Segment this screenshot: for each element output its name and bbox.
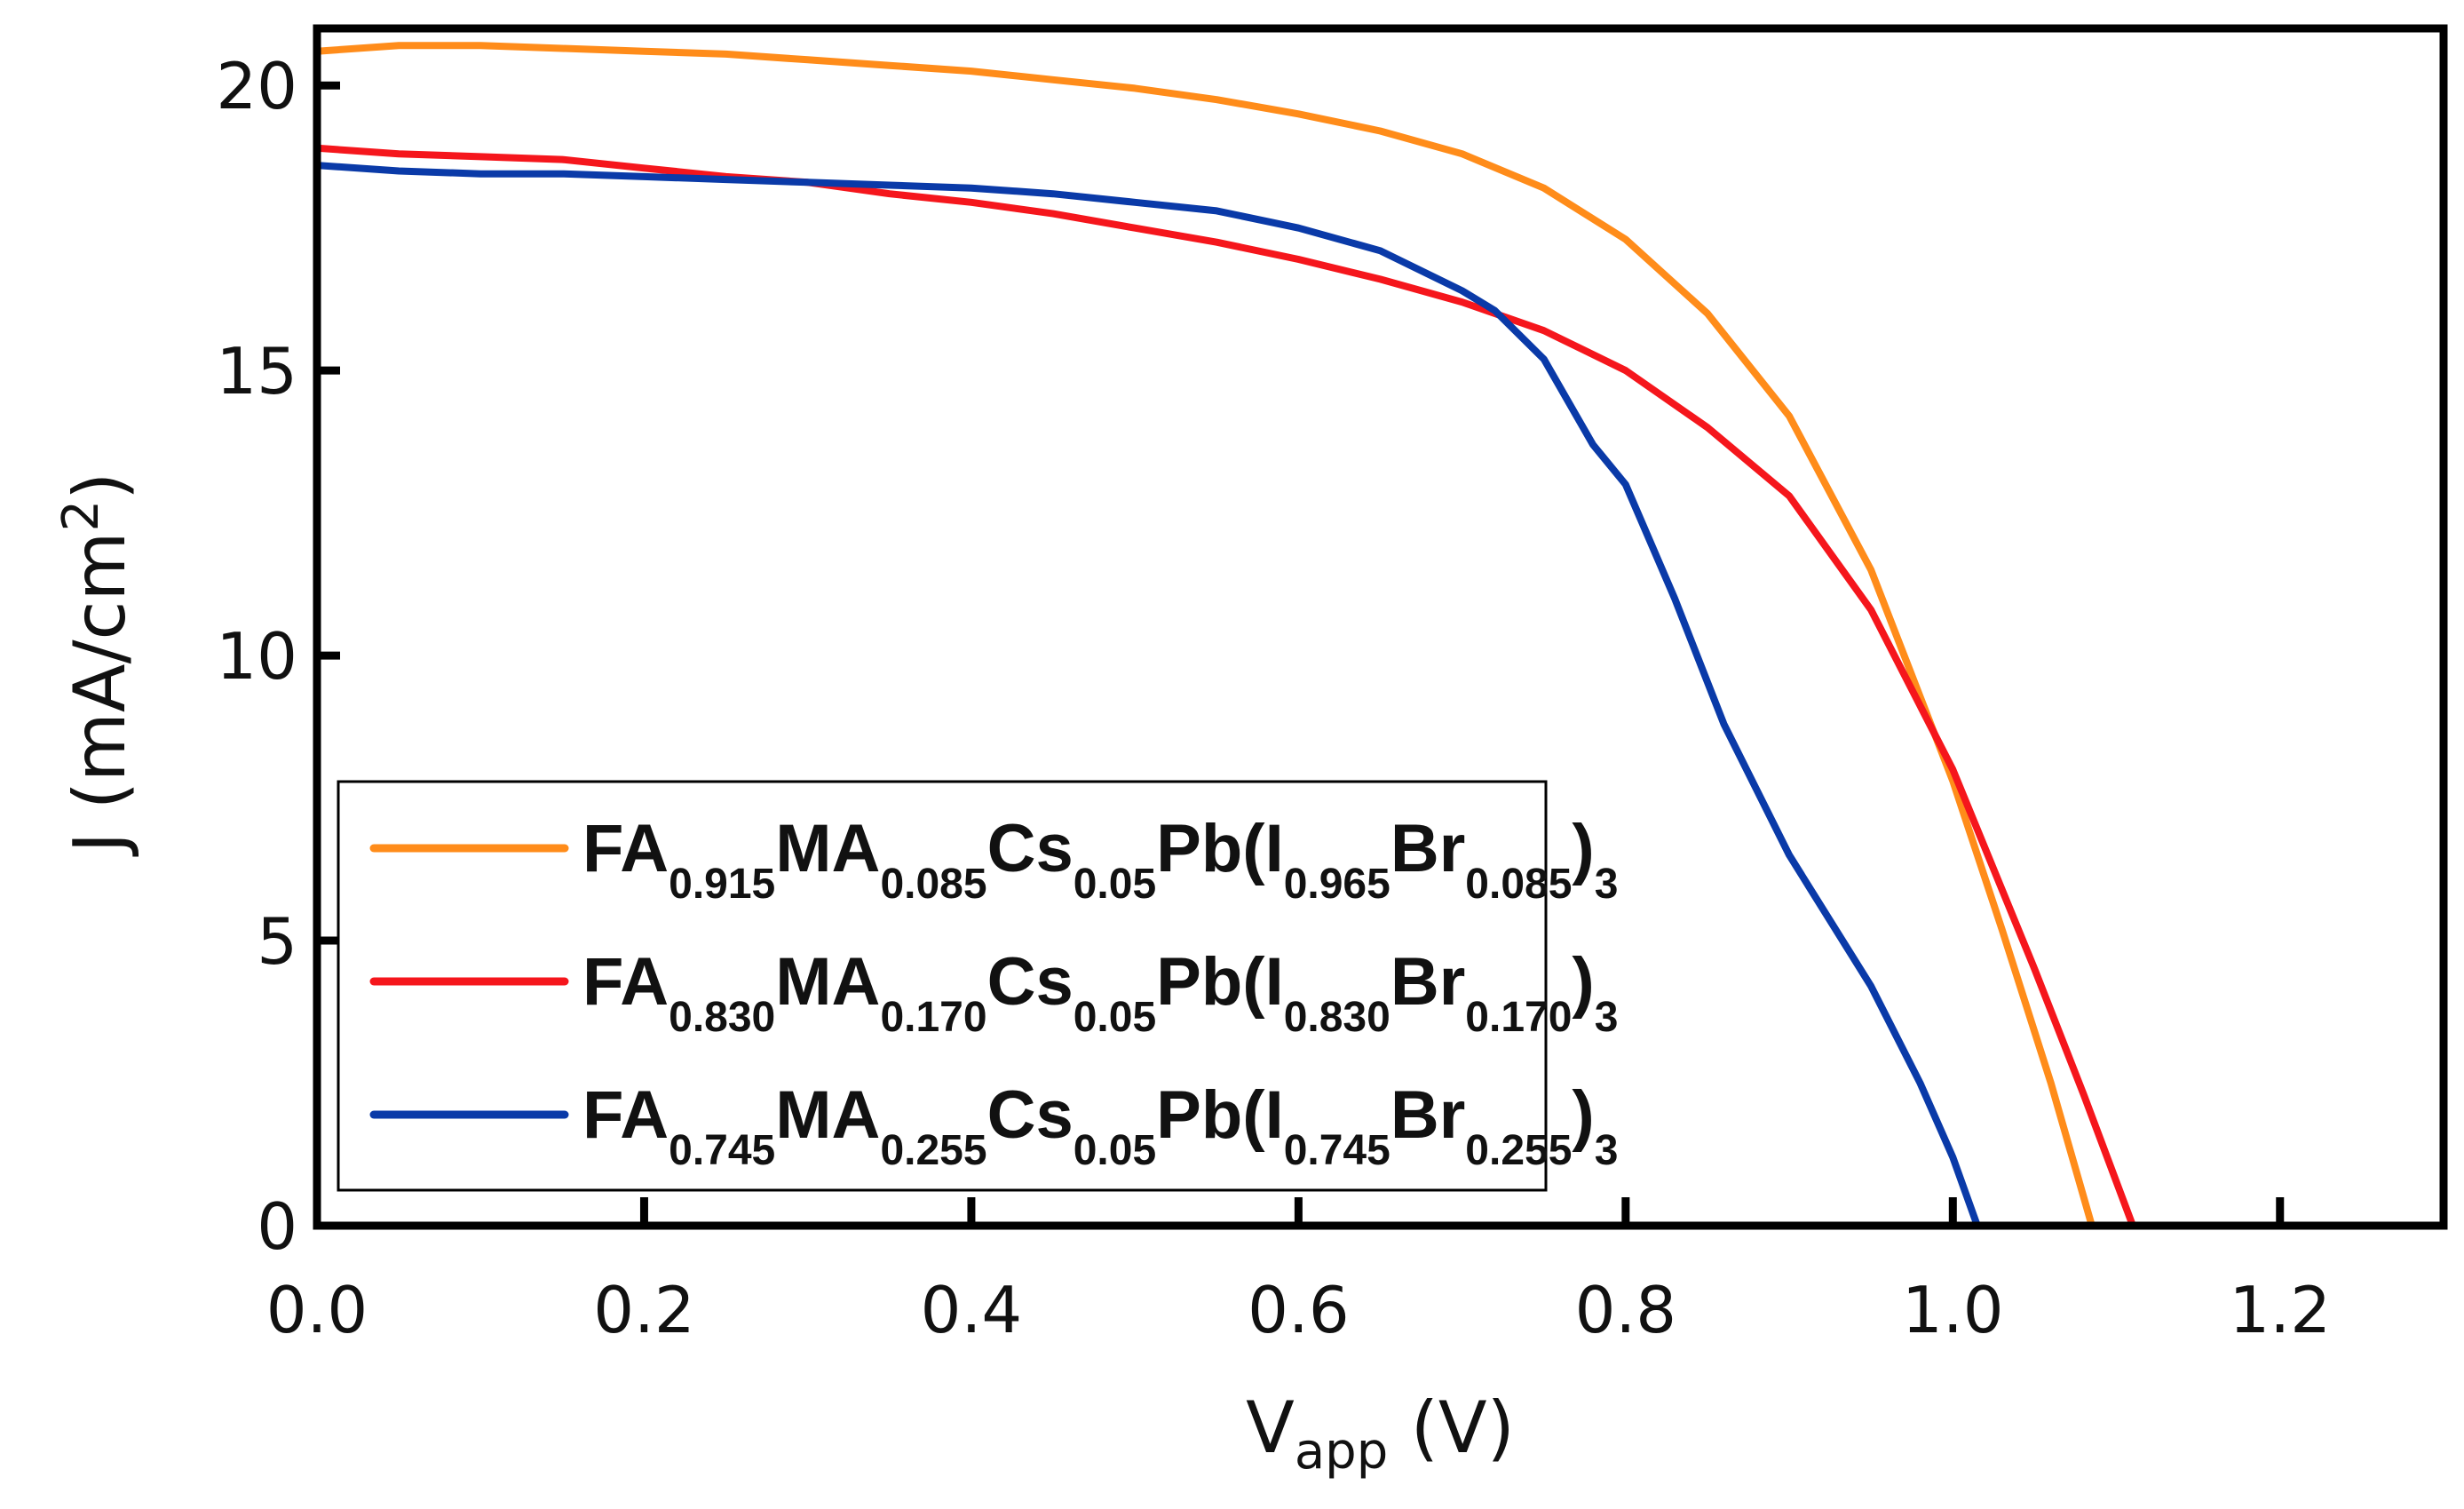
y-axis-title: J (mA/cm2) xyxy=(52,473,141,858)
series-line-2 xyxy=(313,144,2136,1229)
x-axis-title-main: V xyxy=(1246,1386,1295,1469)
y-tick-label: 20 xyxy=(216,49,297,123)
series-line-1 xyxy=(313,42,2096,1229)
x-tick-label: 0.2 xyxy=(593,1273,695,1347)
y-tick-label: 10 xyxy=(216,619,297,694)
legend-label-2: FA0.830MA0.170Cs0.05Pb(I0.830Br0.170)3 xyxy=(582,944,1618,1041)
x-axis-title-sub: app xyxy=(1295,1423,1388,1481)
y-axis-title-sup: 2 xyxy=(52,500,110,532)
x-tick-label: 0.8 xyxy=(1575,1273,1677,1347)
x-tick-label: 1.2 xyxy=(2230,1273,2332,1347)
series-layer xyxy=(313,42,2136,1229)
series-line-3 xyxy=(313,162,1981,1229)
x-tick-label: 0.4 xyxy=(921,1273,1023,1347)
y-axis-title-main: J (mA/cm xyxy=(59,532,141,858)
y-tick-label: 5 xyxy=(257,904,297,979)
ticks-layer: 0.0 0.2 0.4 0.6 0.8 1.0 1.2 0 5 10 15 20 xyxy=(216,49,2331,1347)
x-tick-label: 1.0 xyxy=(1902,1273,2004,1347)
legend-label-3: FA0.745MA0.255Cs0.05Pb(I0.745Br0.255)3 xyxy=(582,1077,1618,1174)
x-axis-title: Vapp (V) xyxy=(1246,1386,1515,1481)
y-axis-title-suffix: ) xyxy=(59,473,141,500)
plot-frame xyxy=(313,24,2448,1230)
x-tick-label: 0.0 xyxy=(266,1273,368,1347)
y-tick-label: 15 xyxy=(216,334,297,409)
x-tick-label: 0.6 xyxy=(1248,1273,1350,1347)
x-axis-title-suffix: (V) xyxy=(1388,1386,1515,1469)
y-tick-label: 0 xyxy=(257,1189,297,1264)
legend: FA0.915MA0.085Cs0.05Pb(I0.965Br0.085)3 FA… xyxy=(337,780,1618,1192)
legend-label-1: FA0.915MA0.085Cs0.05Pb(I0.965Br0.085)3 xyxy=(582,811,1618,908)
